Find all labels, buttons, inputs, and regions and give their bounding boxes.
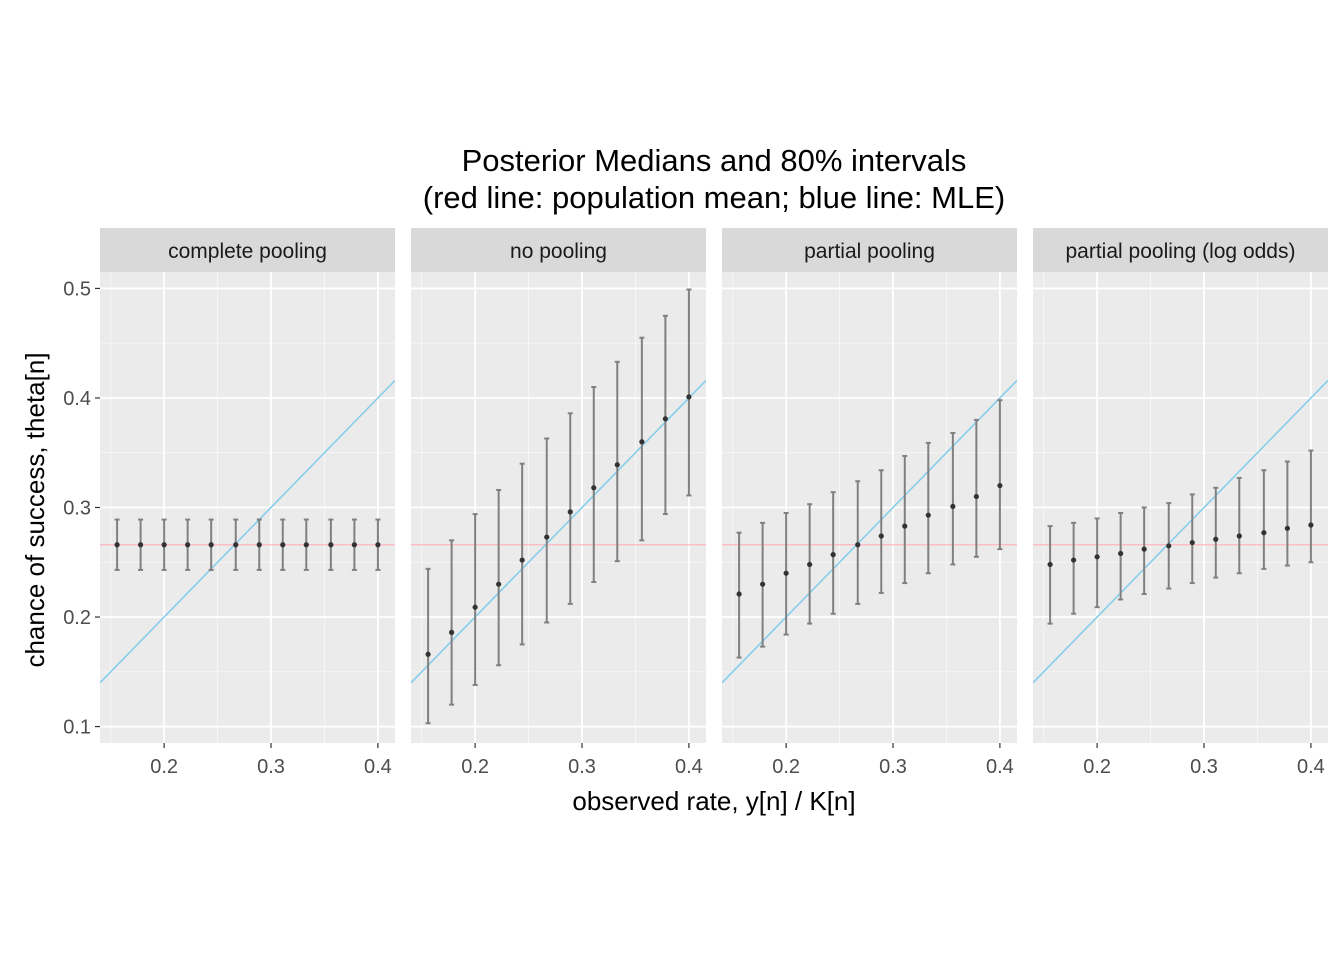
x-tick-label: 0.3 xyxy=(257,756,285,778)
median-point xyxy=(830,552,836,558)
facet-panel-3: partial pooling 0.2 0.3 0.4 xyxy=(722,228,1017,778)
median-point xyxy=(925,512,931,518)
median-point xyxy=(783,570,789,576)
strip-background xyxy=(722,228,1017,272)
x-tick-label: 0.2 xyxy=(461,756,489,778)
strip-background xyxy=(100,228,395,272)
y-axis-title: chance of success, theta[n] xyxy=(20,352,50,667)
median-point xyxy=(997,482,1003,489)
panel-marks xyxy=(100,379,395,684)
median-point xyxy=(950,503,956,510)
mle-line xyxy=(411,379,706,684)
median-point xyxy=(256,542,262,548)
facet-panel-4: partial pooling (log odds) 0.2 0.3 0.4 xyxy=(1033,228,1328,778)
facet-panels: complete pooling 0.2 0.3 0.4 no pooling 0.2 0.… xyxy=(100,228,1328,778)
y-tick-label: 0.5 xyxy=(63,278,91,300)
median-point xyxy=(233,542,239,548)
facet-strip-label: partial pooling (log odds) xyxy=(1066,240,1296,263)
median-point xyxy=(1236,533,1242,539)
y-axis: 0.1 0.2 0.3 0.4 0.5 xyxy=(63,278,100,739)
panel-marks xyxy=(1033,379,1328,684)
median-point xyxy=(639,439,645,445)
median-point xyxy=(1094,554,1100,560)
median-point xyxy=(303,542,309,548)
median-point xyxy=(1261,530,1267,536)
x-tick-label: 0.4 xyxy=(1297,756,1325,778)
x-tick-label: 0.4 xyxy=(364,756,392,778)
median-point xyxy=(1284,525,1290,531)
median-point xyxy=(1071,557,1077,563)
facet-strip-label: no pooling xyxy=(510,240,607,263)
median-point xyxy=(161,542,167,548)
y-tick-label: 0.2 xyxy=(63,607,91,629)
x-tick-label: 0.4 xyxy=(986,756,1014,778)
median-point xyxy=(114,542,120,548)
median-point xyxy=(472,604,478,610)
strip-background xyxy=(1033,228,1328,272)
median-point xyxy=(519,557,525,563)
chart-title: Posterior Medians and 80% intervals xyxy=(462,143,967,178)
median-point xyxy=(328,542,334,548)
median-point xyxy=(280,542,286,548)
median-point xyxy=(1141,546,1147,552)
median-point xyxy=(878,533,884,539)
facet-panel-2: no pooling 0.2 0.3 0.4 xyxy=(411,228,706,778)
mle-line xyxy=(1033,379,1328,684)
median-point xyxy=(567,509,573,515)
median-point xyxy=(1308,522,1314,528)
mle-line xyxy=(722,379,1017,684)
median-point xyxy=(686,394,692,400)
median-point xyxy=(208,542,214,548)
facet-panel-1: complete pooling 0.2 0.3 0.4 xyxy=(100,228,395,778)
median-point xyxy=(375,542,381,548)
y-tick-label: 0.4 xyxy=(63,388,91,410)
median-point xyxy=(1213,536,1219,542)
median-point xyxy=(591,485,597,491)
facet-strip-label: partial pooling xyxy=(804,240,935,263)
median-point xyxy=(1118,550,1124,557)
x-tick-label: 0.3 xyxy=(879,756,907,778)
median-point xyxy=(807,561,813,568)
median-point xyxy=(760,581,766,587)
strip-background xyxy=(411,228,706,272)
panel-marks xyxy=(722,379,1017,684)
facet-strip-label: complete pooling xyxy=(168,240,327,263)
x-axis-title: observed rate, y[n] / K[n] xyxy=(572,786,855,816)
median-point xyxy=(544,534,550,540)
y-tick-label: 0.1 xyxy=(63,717,91,739)
x-tick-label: 0.2 xyxy=(772,756,800,778)
y-tick-label: 0.3 xyxy=(63,498,91,520)
median-point xyxy=(425,651,431,657)
median-point xyxy=(973,493,979,500)
x-tick-label: 0.3 xyxy=(1190,756,1218,778)
x-tick-label: 0.3 xyxy=(568,756,596,778)
median-point xyxy=(1047,561,1053,568)
median-point xyxy=(855,542,861,548)
median-point xyxy=(736,591,742,597)
mle-line xyxy=(100,379,395,684)
chart-subtitle: (red line: population mean; blue line: M… xyxy=(423,180,1005,215)
median-point xyxy=(138,542,144,548)
median-point xyxy=(1166,543,1172,549)
median-point xyxy=(1189,539,1195,546)
median-point xyxy=(902,523,908,529)
x-tick-label: 0.2 xyxy=(1083,756,1111,778)
panel-marks xyxy=(411,288,706,725)
median-point xyxy=(496,581,502,587)
median-point xyxy=(614,462,620,468)
x-tick-label: 0.4 xyxy=(675,756,703,778)
median-point xyxy=(662,416,668,422)
median-point xyxy=(449,629,455,635)
median-point xyxy=(351,542,357,548)
median-point xyxy=(185,542,191,548)
x-tick-label: 0.2 xyxy=(150,756,178,778)
